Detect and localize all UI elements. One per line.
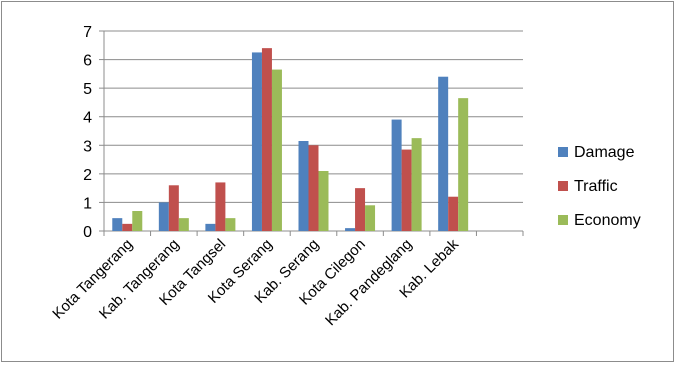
bar-economy-kab-pandeglang (411, 138, 422, 231)
bar-economy-kota-tangsel (225, 218, 236, 231)
legend-swatch-damage (558, 147, 568, 157)
bar-economy-kab-lebak (458, 98, 469, 232)
bar-traffic-kota-tangerang (122, 223, 133, 231)
bar-traffic-kab-tangerang (168, 185, 179, 231)
bar-traffic-kota-cilegon (355, 188, 366, 231)
bar-damage-kab-lebak (438, 76, 449, 231)
bar-damage-kota-cilegon (345, 228, 356, 231)
bar-damage-kota-tangerang (112, 218, 123, 231)
bar-damage-kab-tangerang (158, 202, 169, 231)
legend-swatch-economy (558, 215, 568, 225)
y-tick-label: 4 (83, 110, 92, 127)
bar-damage-kab-serang (298, 141, 309, 231)
y-tick-label: 5 (83, 81, 92, 98)
legend-label-damage: Damage (574, 144, 635, 161)
legend: Damage Traffic Economy (558, 144, 641, 229)
y-tick-label: 2 (83, 167, 92, 184)
y-tick-label: 6 (83, 53, 92, 70)
legend-label-economy: Economy (574, 212, 641, 229)
bar-economy-kota-tangerang (132, 211, 143, 231)
bar-damage-kota-tangsel (205, 223, 216, 231)
bar-traffic-kota-tangsel (215, 182, 226, 231)
bar-economy-kab-serang (318, 171, 329, 231)
y-tick-label: 7 (83, 24, 92, 41)
bars (112, 48, 469, 232)
y-tick-label: 0 (83, 224, 92, 241)
y-axis: 0 1 2 3 4 5 6 7 (83, 24, 105, 241)
bar-economy-kota-cilegon (365, 205, 376, 231)
y-tick-label: 3 (83, 138, 92, 155)
legend-swatch-traffic (558, 181, 568, 191)
bar-traffic-kab-serang (308, 145, 319, 231)
bar-damage-kota-serang (251, 52, 262, 231)
legend-label-traffic: Traffic (574, 178, 618, 195)
bar-economy-kota-serang (271, 69, 282, 231)
bar-traffic-kab-lebak (448, 196, 459, 231)
bar-traffic-kab-pandeglang (401, 149, 412, 231)
y-tick-label: 1 (83, 195, 92, 212)
bar-economy-kab-tangerang (178, 218, 189, 231)
bar-traffic-kota-serang (261, 48, 272, 232)
bar-damage-kab-pandeglang (391, 119, 402, 231)
